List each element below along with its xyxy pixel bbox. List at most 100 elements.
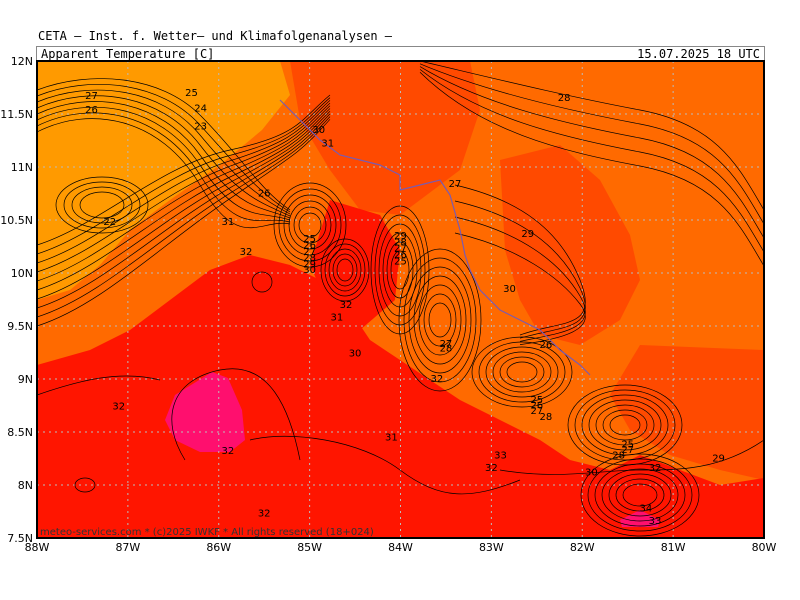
isotherm-line — [609, 414, 641, 436]
isotherm-line — [37, 108, 331, 291]
page-title: CETA — Inst. f. Wetter— und Klimafolgena… — [38, 29, 393, 43]
contour-label: 30 — [585, 467, 598, 478]
contour-label: 29 — [521, 229, 534, 240]
isotherm-contours — [37, 61, 764, 537]
isotherm-line — [423, 293, 457, 347]
contour-label: 29 — [394, 231, 407, 242]
isotherm-line — [249, 435, 521, 495]
isotherm-line — [71, 186, 133, 224]
isotherm-line — [499, 439, 764, 475]
contour-label: 28 — [540, 412, 553, 423]
isotherm-line — [418, 284, 462, 356]
isotherm-line — [581, 394, 669, 456]
contour-label: 27 — [85, 91, 98, 102]
isotherm-line — [454, 216, 586, 342]
fill-light-orange-region — [37, 61, 290, 300]
isotherm-line — [608, 473, 672, 517]
isotherm-line — [37, 119, 331, 327]
isotherm-line — [499, 356, 545, 388]
isotherm-line — [37, 112, 291, 223]
contour-label: 26 — [258, 189, 271, 200]
temperature-fill-layer — [37, 61, 764, 538]
contour-label: 26 — [530, 401, 543, 412]
isotherm-line — [332, 253, 358, 287]
y-tick-label: 10N — [11, 267, 33, 280]
fill-red-orange-north — [290, 61, 480, 215]
isotherm-line — [567, 384, 683, 466]
isotherm-line — [574, 389, 676, 461]
isotherm-line — [386, 241, 414, 299]
footer-credit: meteo-services.com * (c)2025 IWKF * All … — [40, 527, 374, 538]
isotherm-line — [320, 238, 370, 302]
x-tick-label: 86W — [206, 541, 231, 554]
y-tick-label: 11N — [11, 161, 33, 174]
isotherm-line — [37, 110, 331, 300]
contour-label: 32 — [258, 509, 271, 520]
isotherm-line — [595, 404, 655, 446]
contour-label: 26 — [85, 105, 98, 116]
isotherm-line — [37, 102, 331, 273]
x-tick-label: 81W — [661, 541, 686, 554]
fill-red-orange-southeast — [610, 345, 764, 480]
isotherm-line — [454, 200, 586, 339]
contour-label: 28 — [303, 253, 316, 264]
contour-label: 28 — [394, 237, 407, 248]
isotherm-line — [601, 468, 679, 522]
contour-label: 32 — [112, 402, 125, 413]
isotherm-line — [37, 116, 331, 318]
isotherm-line — [336, 258, 354, 282]
isotherm-line — [594, 463, 686, 527]
footer-band — [37, 527, 764, 538]
contour-label: 33 — [649, 516, 662, 527]
isotherm-line — [74, 477, 96, 493]
isotherm-line — [37, 375, 161, 396]
isotherm-line — [580, 453, 700, 537]
contour-label: 25 — [621, 440, 634, 451]
y-tick-label: 10.5N — [0, 214, 33, 227]
contour-label: 27 — [621, 445, 634, 456]
contour-label: 25 — [303, 234, 316, 245]
isotherm-line — [278, 188, 342, 262]
isotherm-line — [273, 182, 347, 268]
contour-label: 30 — [303, 265, 316, 276]
isotherm-line — [454, 232, 586, 345]
x-tick-label: 85W — [297, 541, 322, 554]
x-tick-label: 87W — [115, 541, 140, 554]
fill-light-orange-tip — [37, 120, 165, 225]
isotherm-line — [283, 194, 337, 256]
contour-label: 29 — [712, 454, 725, 465]
isotherm-line — [408, 266, 472, 374]
isotherm-line — [428, 302, 452, 338]
y-tick-label: 8.5N — [7, 426, 33, 439]
isotherm-line — [398, 248, 482, 392]
x-tick-label: 80W — [752, 541, 777, 554]
contour-label: 32 — [430, 374, 443, 385]
contour-label: 32 — [340, 300, 353, 311]
isotherm-line — [37, 105, 331, 282]
contour-label: 30 — [349, 349, 362, 360]
isotherm-line — [79, 191, 125, 219]
contour-labels: 2726252423222631323031272829302625262728… — [85, 88, 725, 527]
isotherm-line — [419, 71, 764, 267]
contour-label: 27 — [530, 406, 543, 417]
isotherm-line — [588, 399, 662, 451]
contour-label: 27 — [449, 179, 462, 190]
isotherm-line — [454, 184, 586, 336]
isotherm-line — [602, 409, 648, 441]
isotherm-line — [485, 346, 559, 398]
variable-label: Apparent_Temperature_[C] — [41, 47, 215, 61]
isotherm-line — [390, 250, 410, 290]
contour-label: 26 — [394, 250, 407, 261]
y-tick-label: 9N — [18, 373, 33, 386]
isotherm-line — [587, 458, 693, 532]
y-tick-label: 8N — [18, 479, 33, 492]
isotherm-line — [492, 351, 552, 393]
isotherm-line — [37, 94, 331, 246]
isotherm-line — [37, 78, 291, 211]
x-tick-label: 88W — [25, 541, 50, 554]
isotherm-line — [413, 275, 467, 365]
x-tick-label: 82W — [570, 541, 595, 554]
contour-label: 25 — [394, 256, 407, 267]
isotherm-line — [419, 69, 764, 253]
